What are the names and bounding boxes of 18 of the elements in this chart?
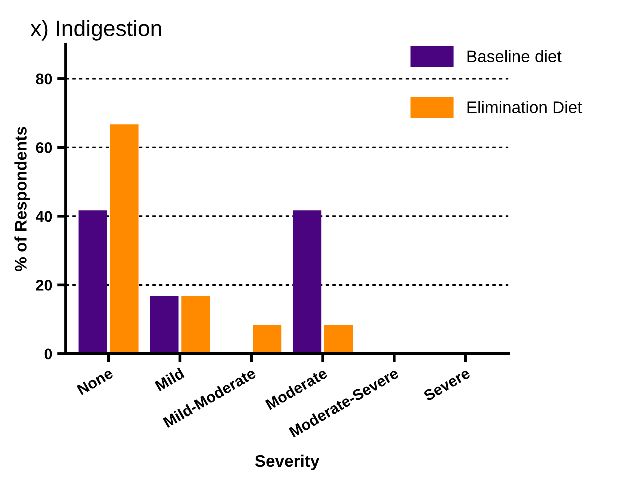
x-axis-title: Severity bbox=[255, 454, 320, 470]
bar bbox=[182, 296, 210, 354]
legend-label: Elimination Diet bbox=[468, 101, 582, 114]
bar bbox=[253, 325, 282, 354]
y-tick-label: 20 bbox=[36, 280, 52, 291]
bar bbox=[78, 210, 108, 354]
y-tick-label: 80 bbox=[36, 74, 52, 85]
bar bbox=[293, 210, 322, 354]
bar bbox=[150, 296, 179, 354]
y-axis-title: % of Respondents bbox=[14, 127, 30, 272]
bar bbox=[324, 325, 354, 354]
y-tick-label: 40 bbox=[36, 211, 52, 222]
y-tick-label: 60 bbox=[36, 142, 52, 154]
bar bbox=[110, 124, 139, 354]
chart-title: x) Indigestion bbox=[30, 20, 162, 41]
y-tick-label: 0 bbox=[44, 348, 52, 360]
x-tick-label: None bbox=[76, 368, 114, 396]
legend-label: Baseline diet bbox=[468, 50, 562, 63]
